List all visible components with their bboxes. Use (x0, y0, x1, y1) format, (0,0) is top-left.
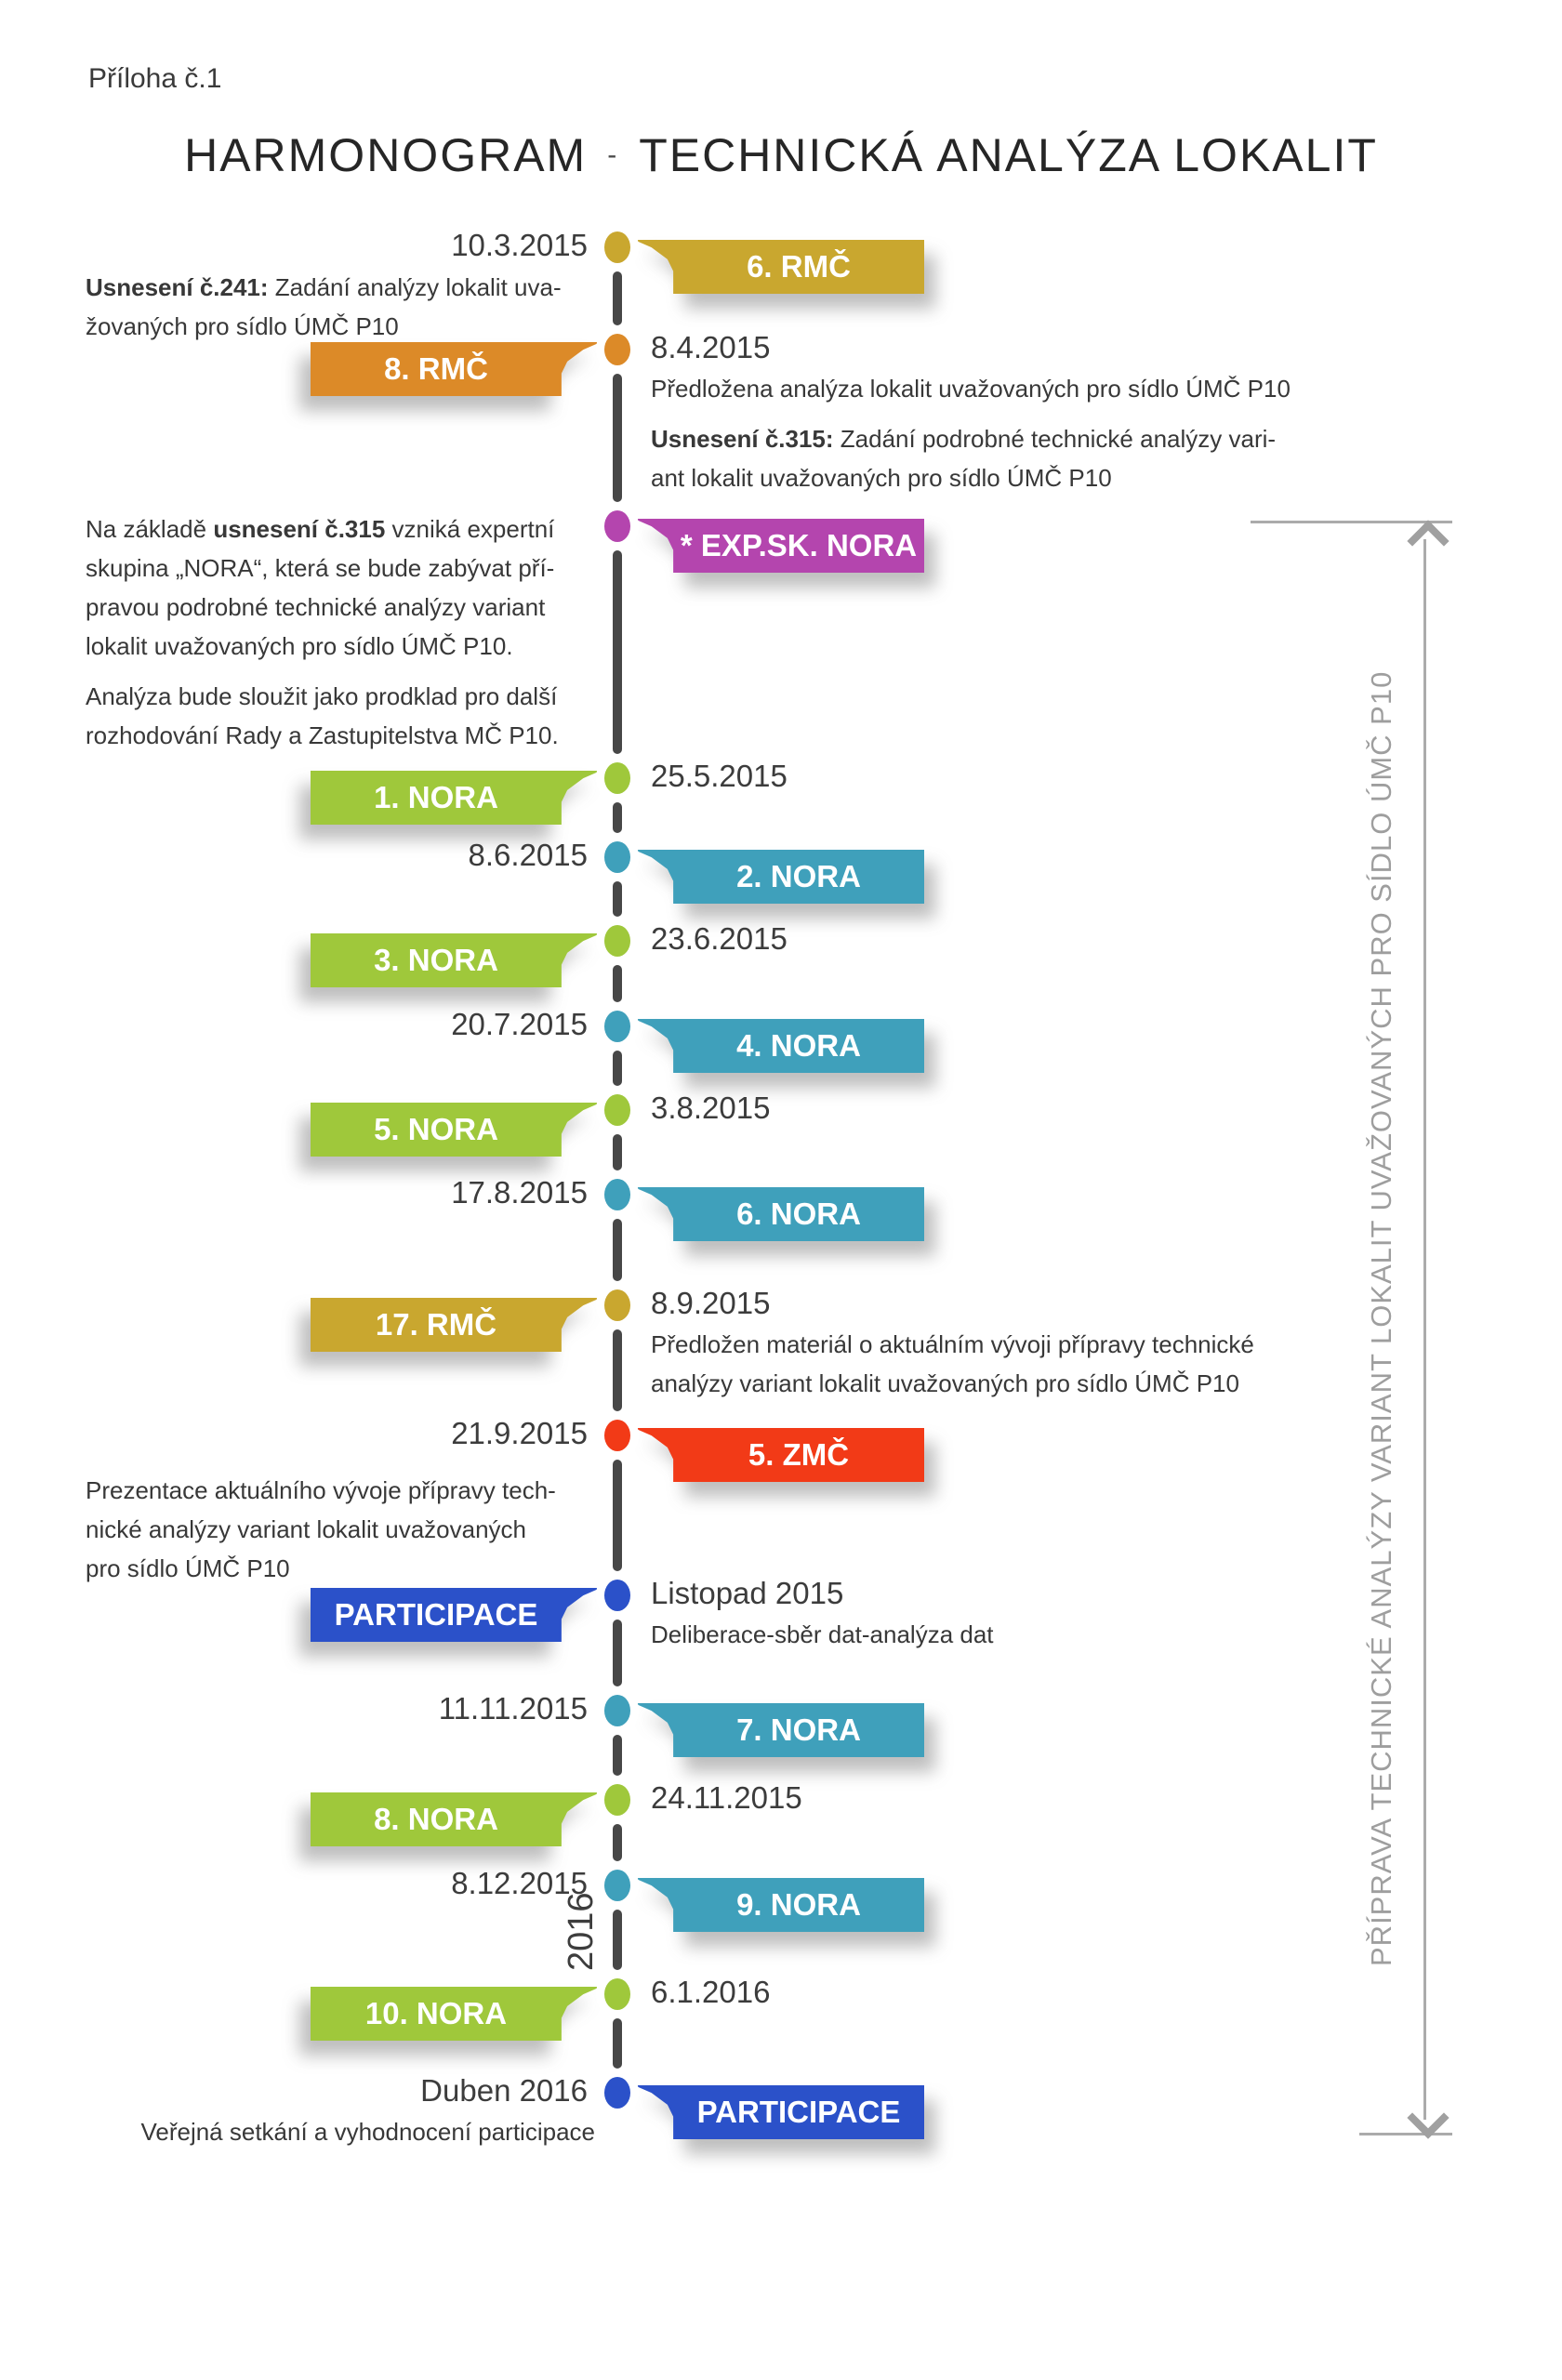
timeline-segment (613, 1620, 622, 1686)
event-banner: 5. NORA (311, 1103, 601, 1157)
event-date: 23.6.2015 (651, 921, 788, 956)
timeline-segment (613, 1824, 622, 1861)
timeline-dot (604, 1978, 630, 2010)
event-banner: 8. NORA (311, 1792, 601, 1846)
title-separator: - (607, 139, 619, 170)
timeline-segment (613, 1910, 622, 1970)
timeline-dot (604, 841, 630, 873)
bracket-line (1423, 539, 1426, 2120)
event-date: 24.11.2015 (651, 1780, 802, 1815)
timeline-segment (613, 1329, 622, 1411)
bracket-top-cap (1251, 521, 1452, 523)
timeline-dot (604, 1784, 630, 1816)
event-banner: PARTICIPACE (311, 1588, 601, 1642)
event-date: 11.11.2015 (438, 1691, 588, 1726)
event-date: 6.1.2016 (651, 1975, 771, 2009)
timeline-segment (613, 965, 622, 1002)
event-date: 3.8.2015 (651, 1091, 771, 1125)
timeline-segment (613, 374, 622, 502)
arrow-up-icon (1407, 520, 1449, 562)
timeline-dot (604, 1179, 630, 1210)
event-note: Předložen materiál o aktuálním vývoji př… (651, 1330, 1254, 1397)
event-banner: 10. NORA (311, 1987, 601, 2041)
timeline-dot (604, 1011, 630, 1042)
event-note: Předložena analýza lokalit uvažovaných p… (651, 375, 1291, 492)
timeline-segment (613, 1460, 622, 1571)
event-note: Usnesení č.241: Zadání analýzy lokalit u… (86, 273, 562, 340)
timeline-segment (613, 1051, 622, 1086)
event-banner: * EXP.SK. NORA (634, 519, 924, 573)
event-banner: 8. RMČ (311, 342, 601, 396)
timeline-segment (613, 550, 622, 754)
timeline-dot (604, 925, 630, 957)
timeline-segment (613, 1735, 622, 1776)
timeline-segment (613, 271, 622, 325)
event-banner: 1. NORA (311, 771, 601, 825)
event-date: Listopad 2015 (651, 1576, 844, 1610)
timeline-segment (613, 881, 622, 917)
event-date: 25.5.2015 (651, 759, 788, 793)
event-date: 8.6.2015 (468, 838, 588, 872)
event-banner: 3. NORA (311, 933, 601, 987)
timeline-dot (604, 231, 630, 263)
event-date: 8.12.2015 (451, 1866, 588, 1900)
phase-vertical-label: PŘÍPRAVA TECHNICKÉ ANALÝZY VARIANT LOKAL… (1365, 670, 1397, 1966)
event-banner: 7. NORA (634, 1703, 924, 1757)
event-date: 10.3.2015 (451, 228, 588, 262)
event-date: Duben 2016 (420, 2073, 588, 2108)
bracket-bottom-cap (1359, 2133, 1452, 2135)
event-note: Deliberace-sběr dat-analýza dat (651, 1620, 994, 1648)
timeline-dot (604, 1420, 630, 1451)
page-title: HARMONOGRAM - TECHNICKÁ ANALÝZA LOKALIT (0, 128, 1562, 182)
event-banner: 5. ZMČ (634, 1428, 924, 1482)
timeline-dot (604, 510, 630, 542)
timeline-segment (613, 1134, 622, 1170)
timeline-dot (604, 1695, 630, 1726)
timeline-segment (613, 802, 622, 833)
event-date: 20.7.2015 (451, 1007, 588, 1041)
event-date: 8.9.2015 (651, 1286, 771, 1320)
event-banner: 2. NORA (634, 850, 924, 904)
title-part-2: TECHNICKÁ ANALÝZA LOKALIT (639, 129, 1378, 181)
event-date: 21.9.2015 (451, 1416, 588, 1450)
event-banner: 6. RMČ (634, 240, 924, 294)
timeline-dot (604, 334, 630, 365)
event-banner: 4. NORA (634, 1019, 924, 1073)
event-note: Na základě usnesení č.315 vzniká expertn… (86, 515, 559, 749)
event-banner: 6. NORA (634, 1187, 924, 1241)
event-banner: PARTICIPACE (634, 2085, 924, 2139)
event-banner: 9. NORA (634, 1878, 924, 1932)
event-banner: 17. RMČ (311, 1298, 601, 1352)
timeline-segment (613, 1219, 622, 1281)
timeline-dot (604, 762, 630, 794)
timeline-segment (613, 2018, 622, 2069)
timeline-dot (604, 1870, 630, 1901)
timeline-dot (604, 1289, 630, 1321)
title-part-1: HARMONOGRAM (184, 129, 588, 181)
timeline-dot (604, 1094, 630, 1126)
timeline-dot (604, 1580, 630, 1611)
timeline-dot (604, 2077, 630, 2109)
event-note: Prezentace aktuálního vývoje přípravy te… (86, 1476, 556, 1582)
event-date: 8.4.2015 (651, 330, 771, 364)
attachment-label: Příloha č.1 (88, 63, 222, 94)
event-note: Veřejná setkání a vyhodnocení participac… (140, 2118, 595, 2146)
year-2016-label: 2016 (562, 1892, 601, 1971)
event-date: 17.8.2015 (451, 1175, 588, 1210)
